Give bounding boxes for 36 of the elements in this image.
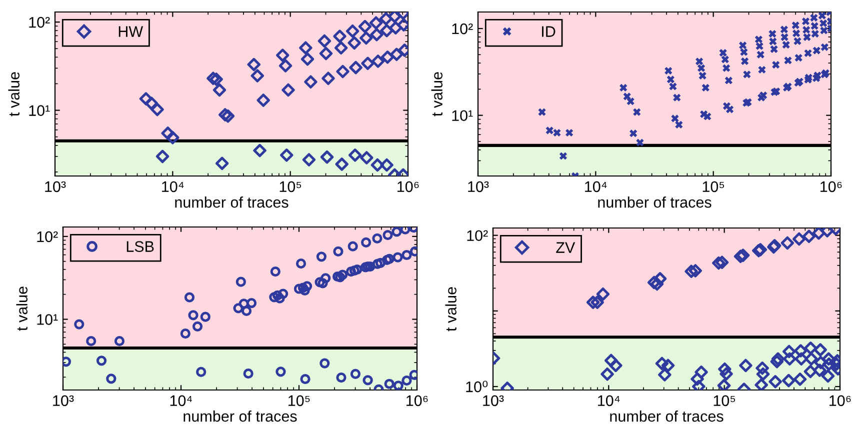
x-tick-label: 10⁶ (820, 181, 842, 192)
x-axis-title: number of traces (184, 410, 297, 422)
y-tick-label: 10² (467, 230, 488, 242)
x-tick-label: 10⁶ (398, 181, 419, 192)
y-tick-label: 10¹ (452, 110, 473, 122)
x-tick-label: 10⁵ (714, 395, 736, 406)
x-tick-label: 10⁵ (702, 181, 724, 192)
legend-label: ID (542, 26, 556, 37)
x-tick-label: 10³ (483, 395, 504, 406)
y-axis-title: t value (8, 72, 20, 116)
x-tick-label: 10³ (468, 181, 489, 192)
x-tick-label: 10⁴ (598, 395, 620, 406)
y-tick-label: 10⁰ (466, 380, 488, 392)
x-axis-title: number of traces (610, 410, 724, 422)
x-tick-label: 10⁶ (830, 395, 851, 406)
legend-label: LSB (126, 241, 154, 252)
y-tick-label: 10¹ (29, 105, 50, 116)
y-tick-label: 10² (29, 16, 50, 28)
legend-label: ZV (556, 242, 576, 253)
y-tick-label: 10² (37, 231, 58, 242)
y-axis-title: t value (431, 72, 442, 116)
legend-label: HW (118, 26, 144, 37)
x-axis-title: number of traces (175, 196, 288, 208)
y-tick-label: 10² (452, 23, 473, 34)
x-axis-title: number of traces (598, 196, 712, 208)
x-tick-label: 10⁶ (406, 395, 428, 406)
x-tick-label: 10⁴ (162, 181, 184, 192)
x-tick-label: 10⁵ (288, 395, 310, 406)
y-axis-title: t value (445, 287, 456, 332)
y-axis-title: t value (16, 286, 28, 331)
x-tick-label: 10³ (45, 181, 66, 192)
y-tick-label: 10¹ (37, 314, 58, 325)
x-tick-label: 10⁵ (280, 181, 302, 192)
x-tick-label: 10⁴ (170, 395, 192, 406)
x-tick-label: 10⁴ (585, 181, 607, 192)
x-tick-label: 10³ (53, 395, 74, 406)
